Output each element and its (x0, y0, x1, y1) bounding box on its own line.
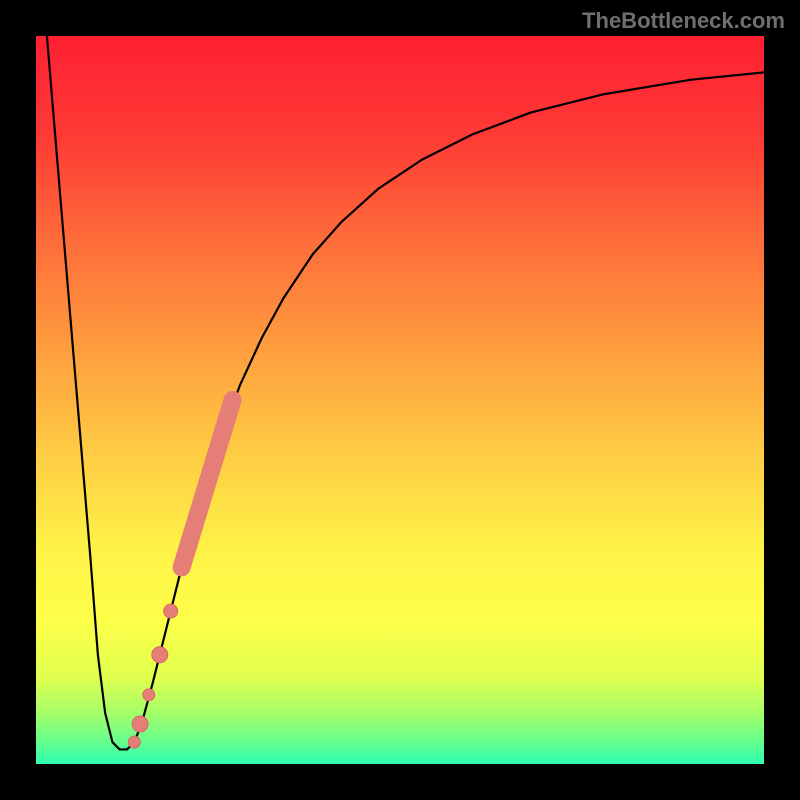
watermark-text: TheBottleneck.com (582, 8, 785, 34)
chart-container: { "meta": { "width": 800, "height": 800 … (0, 0, 800, 800)
chart-border (0, 0, 800, 800)
